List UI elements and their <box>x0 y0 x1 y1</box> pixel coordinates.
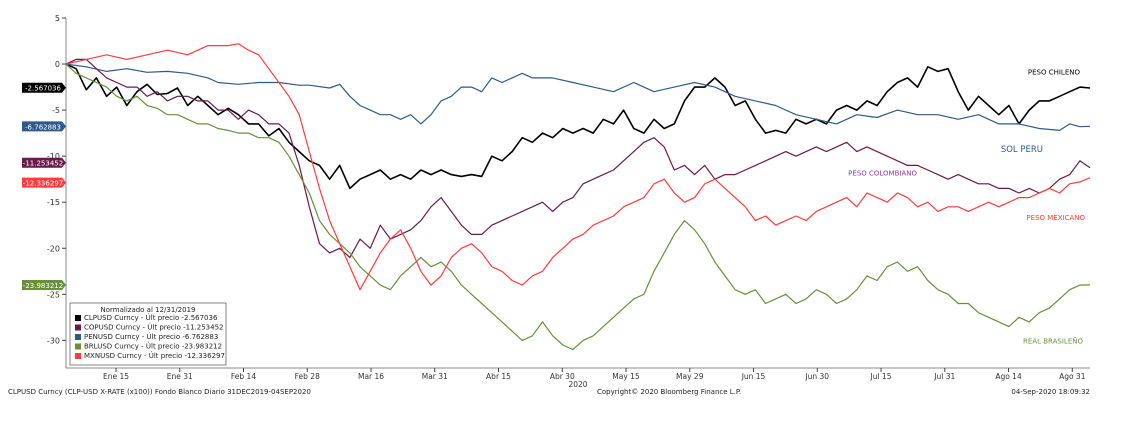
legend-entry-label: BRLUSD Curncy - Últ precio -23.983212 <box>84 342 222 351</box>
footer-timestamp: 04-Sep-2020 18:09:32 <box>1011 388 1090 396</box>
badge-shape <box>22 157 66 168</box>
x-tick-label: Feb 28 <box>295 372 320 381</box>
badge-shape <box>22 177 66 188</box>
x-tick-label: Ene 15 <box>103 372 129 381</box>
series-line <box>65 63 1091 131</box>
footer: CLPUSD Curncy (CLP-USD X-RATE (x100)) Fo… <box>8 388 1090 396</box>
x-tick-label: Jun 15 <box>741 372 766 381</box>
y-tick-label: -5 <box>52 106 60 115</box>
series-name-label: PESO MEXICANO <box>1026 214 1085 222</box>
badge-shape <box>22 82 66 93</box>
x-tick-label: Mar 31 <box>422 372 448 381</box>
series-name-label: REAL BRASILEÑO <box>1023 336 1083 345</box>
y-tick-label: -20 <box>47 244 60 253</box>
badge-shape <box>22 121 66 132</box>
series-name-label: SOL PERU <box>1001 145 1043 155</box>
series-name-label: PESO CHILENO <box>1028 68 1081 76</box>
last-value-badge: -11.253452 <box>22 157 66 168</box>
last-value-badge: -12.336297 <box>22 177 66 188</box>
series-lines <box>65 43 1091 351</box>
x-tick-label: Jun 30 <box>804 372 829 381</box>
last-value-badge: -23.983212 <box>22 279 66 290</box>
x-tick-label: Jul 15 <box>870 372 892 381</box>
x-tick-label: Feb 14 <box>231 372 256 381</box>
y-tick-label: -15 <box>47 198 60 207</box>
footer-source: CLPUSD Curncy (CLP-USD X-RATE (x100)) Fo… <box>8 388 311 396</box>
series-annotations: PESO CHILENO SOL PERU PESO COLOMBIANO PESO … <box>848 68 1085 345</box>
footer-copyright: Copyright© 2020 Bloomberg Finance L.P. <box>597 388 741 396</box>
x-tick-label: Ene 31 <box>167 372 193 381</box>
legend-title: Normalizado al 12/31/2019 <box>101 306 196 314</box>
y-tick-label: 5 <box>55 14 60 23</box>
y-tick-label: -25 <box>47 290 60 299</box>
legend-swatch <box>75 343 81 350</box>
legend-swatch <box>75 324 81 331</box>
legend-entry-label: CLPUSD Curncy - Últ precio -2.567036 <box>84 313 218 322</box>
x-tick-label: Abr 30 <box>550 372 575 381</box>
x-tick-label: May 15 <box>612 372 640 381</box>
legend-entry-label: PENUSD Curncy - Últ precio -6.762883 <box>84 332 218 341</box>
series-name-label: PESO COLOMBIANO <box>848 170 917 178</box>
series-line <box>65 63 1091 351</box>
last-value-badges: -2.567036 -6.762883 -11.253452 -23.983212 -1… <box>22 82 66 290</box>
legend-box <box>69 302 227 366</box>
x-tick-label: Jul 31 <box>933 372 955 381</box>
x-tick-label: Ago 31 <box>1059 372 1086 381</box>
series-line <box>65 63 1091 190</box>
badge-value: -2.567036 <box>25 85 61 93</box>
series-line <box>65 58 1091 259</box>
badge-shape <box>22 279 66 290</box>
y-tick-label: -30 <box>47 336 60 345</box>
y-tick-label: 0 <box>55 60 60 69</box>
y-tick-label: -10 <box>47 152 60 161</box>
x-tick-label: Ago 14 <box>995 372 1022 381</box>
badge-value: -23.983212 <box>23 282 63 290</box>
legend-entry-label: COPUSD Curncy - Últ precio -11.253452 <box>84 323 223 332</box>
x-tick-label: Abr 15 <box>486 372 511 381</box>
last-value-badge: -2.567036 <box>22 82 66 93</box>
badge-value: -11.253452 <box>23 160 63 168</box>
axes: 5 0 -5 -10 -15 -20 -25 -30 Ene 15 Ene 31 Feb 14 Feb… <box>47 14 1090 389</box>
x-axis-year-label: 2020 <box>568 380 587 389</box>
x-tick-label: Mar 16 <box>358 372 384 381</box>
badge-value: -12.336297 <box>23 180 63 188</box>
legend-swatch <box>75 353 81 359</box>
legend-swatch <box>75 315 81 321</box>
legend-entry-label: MXNUSD Curncy - Últ precio -12.336297 <box>84 351 225 360</box>
series-line <box>65 43 1091 291</box>
last-value-badge: -6.762883 <box>22 121 66 132</box>
legend-swatch <box>75 334 81 340</box>
badge-value: -6.762883 <box>25 123 61 131</box>
x-tick-label: May 29 <box>676 372 704 381</box>
